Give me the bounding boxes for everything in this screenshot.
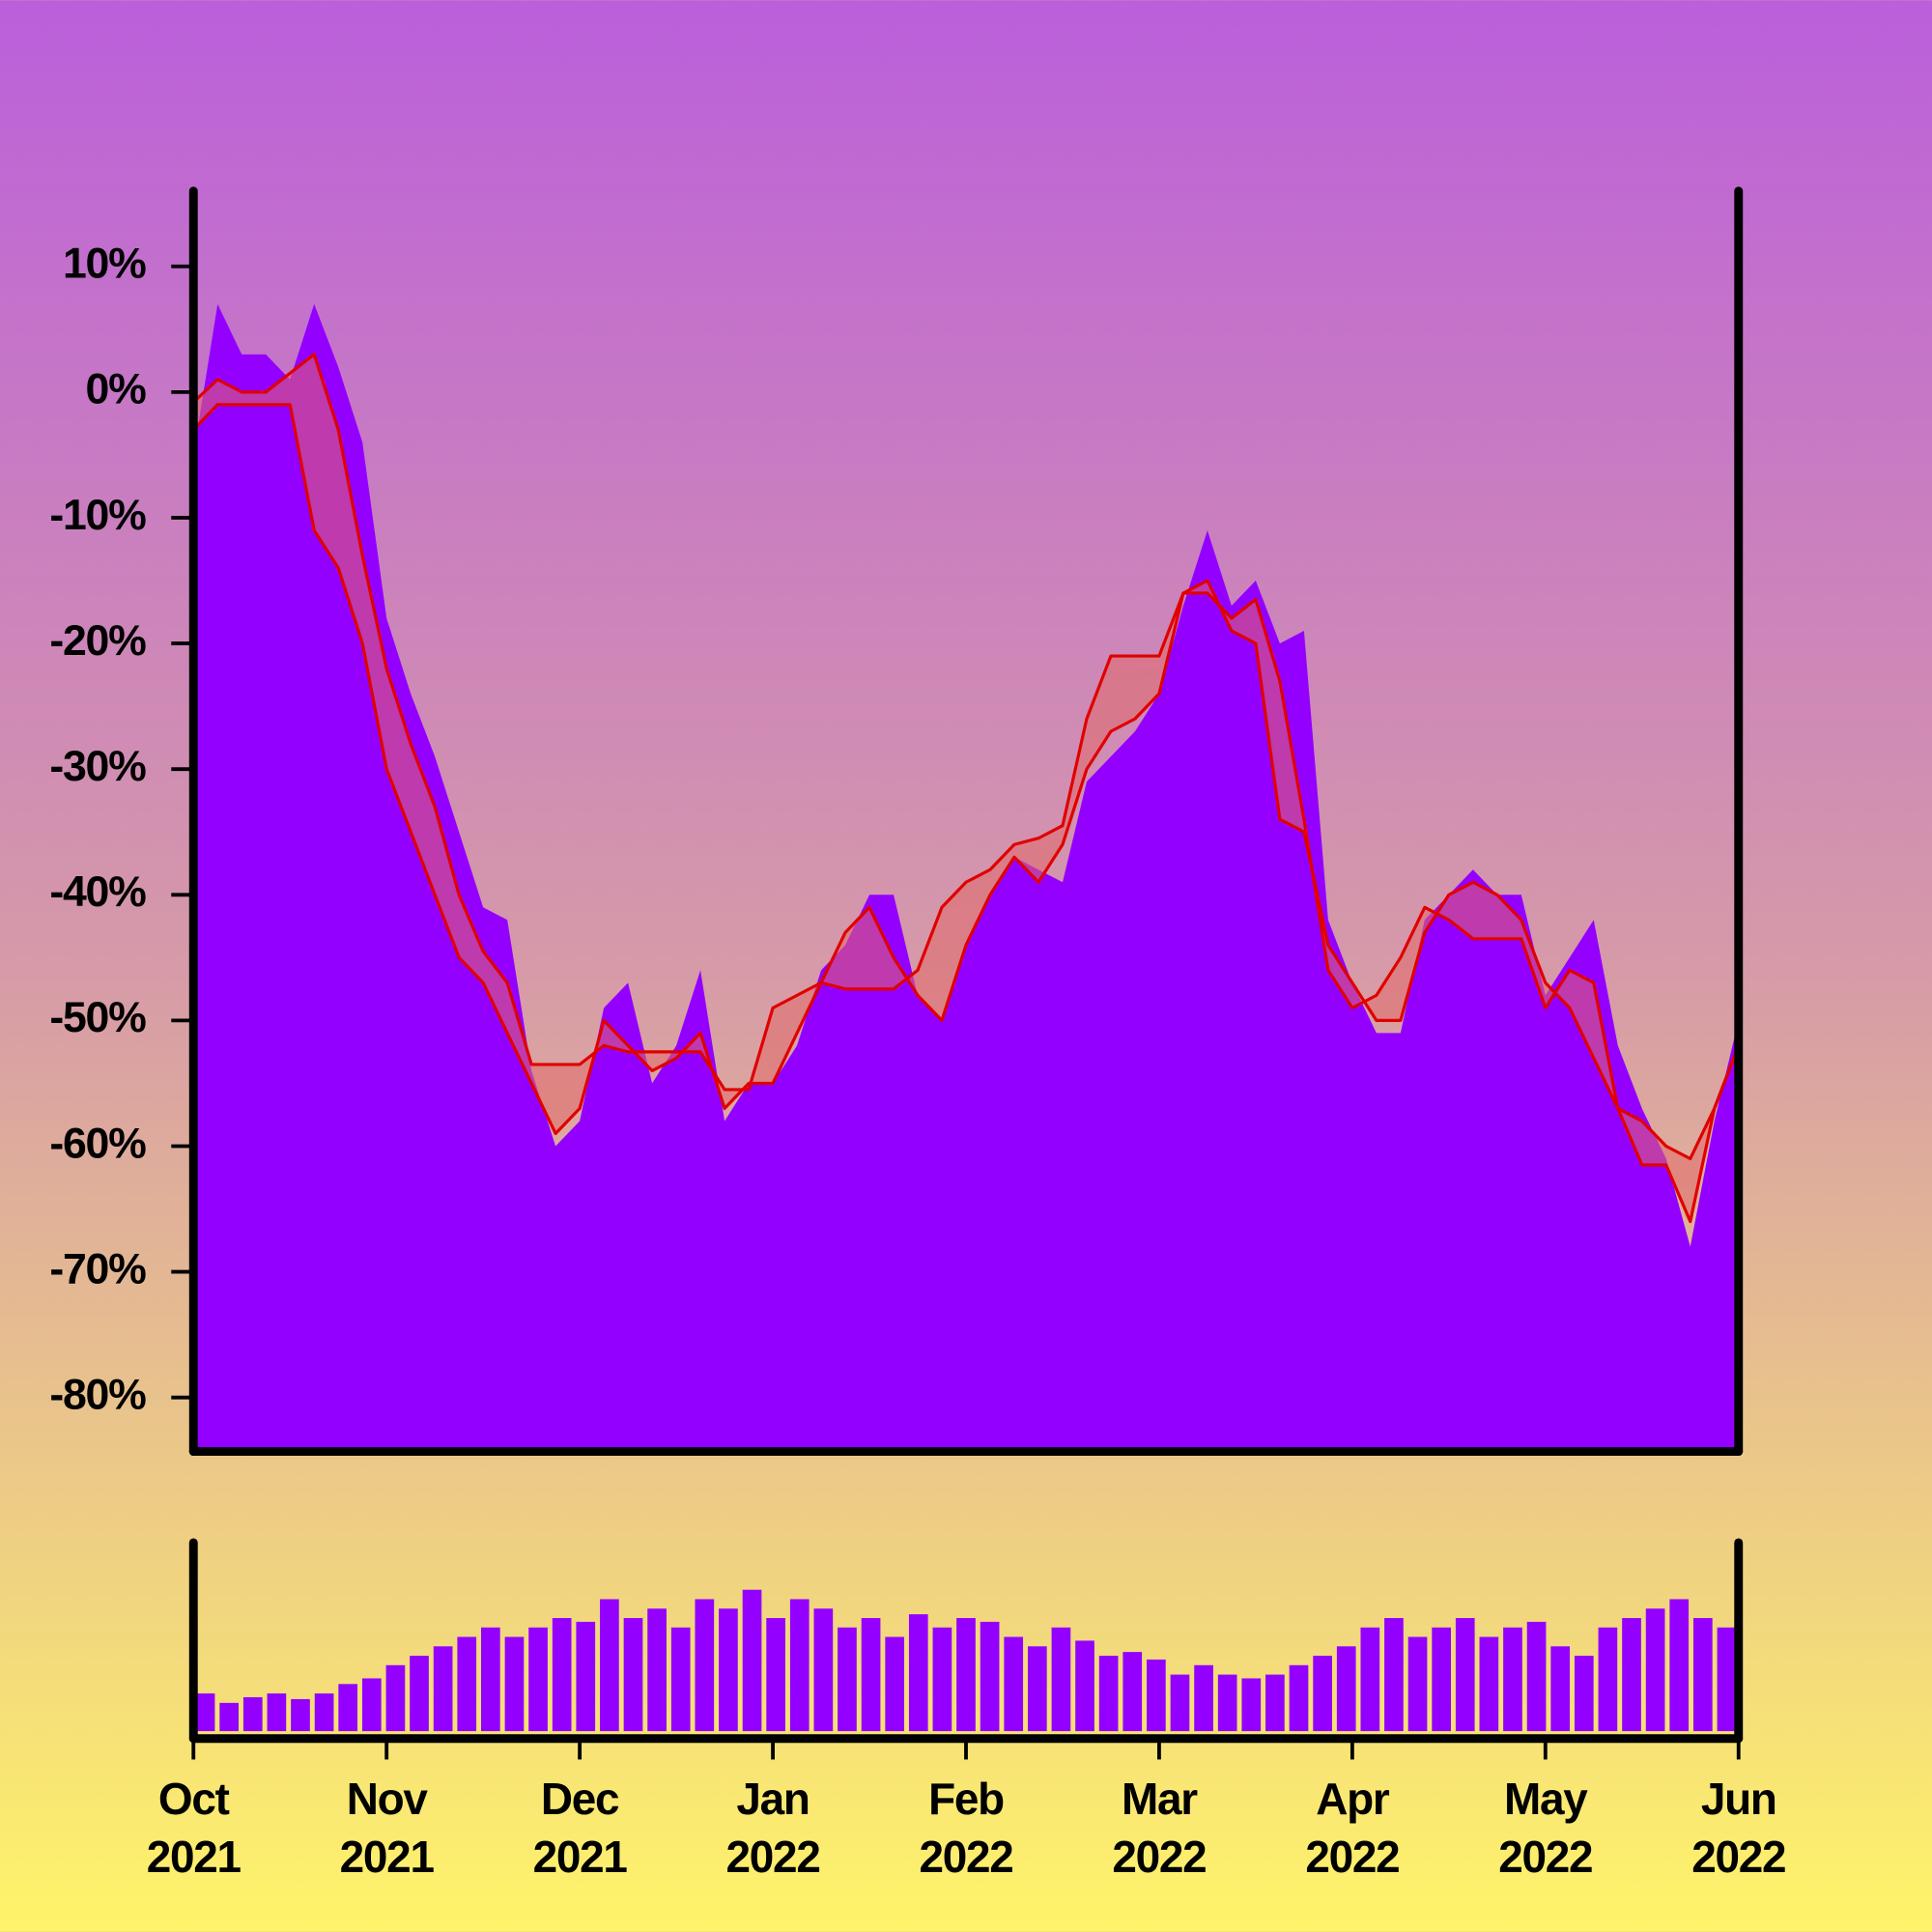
y-tick-label: -80%	[49, 1371, 146, 1418]
volume-bar	[600, 1599, 619, 1732]
y-tick-label: -10%	[49, 492, 146, 539]
x-tick-label: 2021	[533, 1832, 628, 1882]
volume-bar	[1075, 1640, 1094, 1732]
volume-bar	[1432, 1627, 1451, 1732]
y-tick-label: 0%	[86, 366, 147, 413]
x-tick-label: 2022	[1112, 1832, 1206, 1882]
volume-bar	[1004, 1636, 1024, 1732]
volume-bar	[528, 1627, 548, 1732]
volume-bar	[861, 1617, 881, 1732]
volume-bar	[719, 1608, 738, 1732]
volume-bar	[932, 1627, 952, 1732]
x-tick-label: 2021	[340, 1832, 435, 1882]
volume-bar	[1598, 1627, 1618, 1732]
band-line	[192, 403, 1741, 1161]
volume-bar	[885, 1636, 905, 1732]
volume-bar	[1122, 1652, 1143, 1732]
volume-bar	[1194, 1664, 1213, 1732]
price-area	[193, 303, 1739, 1448]
volume-bar	[1455, 1617, 1475, 1732]
x-tick-label: Dec	[541, 1774, 619, 1824]
x-tick-label: 2022	[726, 1832, 820, 1882]
volume-bar	[1503, 1627, 1522, 1732]
volume-bar	[1622, 1617, 1641, 1732]
x-tick-label: 2021	[147, 1832, 242, 1882]
volume-bar	[195, 1693, 215, 1732]
y-tick-label: -30%	[49, 743, 146, 790]
volume-bar	[552, 1617, 572, 1732]
volume-bar	[1098, 1656, 1119, 1732]
x-tick-label: 2022	[1691, 1832, 1785, 1882]
volume-bar	[1692, 1617, 1713, 1732]
y-tick-label: -70%	[49, 1245, 146, 1293]
volume-bar	[1407, 1636, 1428, 1732]
y-tick-label: 10%	[63, 241, 146, 288]
x-tick-label: 2022	[919, 1832, 1012, 1882]
volume-bar	[457, 1636, 477, 1732]
volume-bar	[813, 1608, 834, 1732]
y-tick-label: -60%	[49, 1120, 146, 1167]
volume-bar	[1669, 1599, 1690, 1732]
x-tick-label: 2022	[1498, 1832, 1592, 1882]
band-fill	[193, 354, 1739, 1222]
x-tick-label: Feb	[928, 1774, 1004, 1824]
volume-bar	[1550, 1646, 1571, 1732]
volume-bar	[908, 1614, 928, 1732]
y-tick-label: -40%	[49, 868, 146, 916]
volume-bar	[1289, 1664, 1309, 1732]
volume-bar	[1170, 1674, 1190, 1732]
volume-bar	[267, 1693, 287, 1732]
x-tick-label: 2022	[1305, 1832, 1399, 1882]
x-tick-label: Mar	[1122, 1774, 1198, 1824]
volume-bar	[338, 1684, 358, 1732]
volume-bar	[1313, 1656, 1332, 1732]
x-tick-label: May	[1504, 1774, 1588, 1824]
volume-bar	[433, 1646, 453, 1732]
volume-bar	[956, 1617, 976, 1732]
volume-bar	[1051, 1627, 1071, 1732]
volume-bar	[766, 1617, 785, 1732]
volume-bar	[1027, 1646, 1047, 1732]
volume-bar	[1479, 1636, 1499, 1732]
volume-bar	[695, 1599, 715, 1732]
volume-bar	[385, 1664, 406, 1732]
volume-bar	[481, 1627, 500, 1732]
volume-bar	[1526, 1621, 1547, 1732]
volume-bar	[980, 1621, 1000, 1732]
volume-bar	[789, 1599, 810, 1732]
volume-bar	[623, 1617, 643, 1732]
volume-bar	[1645, 1608, 1665, 1732]
volume-bar	[1147, 1659, 1166, 1732]
volume-bar	[291, 1698, 310, 1732]
volume-bar	[576, 1621, 596, 1732]
volume-bar	[314, 1693, 334, 1732]
volume-bar	[361, 1678, 382, 1732]
volume-bar	[1241, 1678, 1262, 1732]
volume-bar	[410, 1656, 429, 1732]
volume-bar	[1384, 1617, 1404, 1732]
volume-bar	[1360, 1627, 1380, 1732]
volume-bar	[504, 1636, 525, 1732]
x-tick-label: Apr	[1316, 1774, 1390, 1824]
volume-bar	[1717, 1627, 1737, 1732]
volume-bar	[1265, 1674, 1285, 1732]
volume-bar	[1574, 1656, 1594, 1732]
band-line	[192, 353, 1741, 1224]
x-tick-label: Jan	[736, 1774, 809, 1824]
x-tick-label: Nov	[347, 1774, 429, 1824]
volume-bar	[1217, 1674, 1237, 1732]
volume-bar	[742, 1589, 762, 1732]
volume-bar	[647, 1608, 667, 1732]
volume-bar	[670, 1627, 691, 1732]
volume-bar	[219, 1702, 240, 1732]
y-tick-label: -50%	[49, 994, 146, 1041]
y-tick-label: -20%	[49, 617, 146, 665]
volume-bar	[1336, 1646, 1356, 1732]
x-tick-label: Jun	[1701, 1774, 1776, 1824]
x-tick-label: Oct	[158, 1774, 230, 1824]
volume-bar	[242, 1696, 263, 1732]
volume-bar	[838, 1627, 857, 1732]
